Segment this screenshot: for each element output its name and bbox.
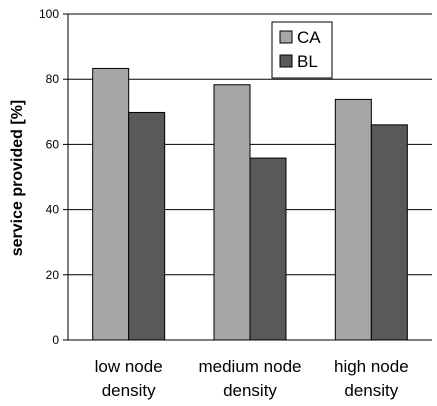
x-category-label: low node [95,357,163,376]
bar-ca-2 [213,84,251,341]
legend: CA BL [271,21,333,79]
bar-ca-1 [92,67,130,341]
x-category-label: density [223,381,277,400]
y-tick-label: 0 [52,333,59,347]
y-tick-label: 100 [39,7,59,21]
y-tick-label: 60 [46,137,60,151]
x-category-label: high node [334,357,409,376]
y-tick-label: 80 [46,72,60,86]
bars [92,67,408,341]
x-category-label: density [344,381,398,400]
x-category-label: density [102,381,156,400]
x-category-labels: low node density medium node density high no… [95,357,409,400]
y-tick-label: 40 [46,203,60,217]
y-tick-label: 20 [46,268,60,282]
legend-label-ca: CA [297,28,321,47]
bar-bl-2 [249,157,287,341]
bar-ca-3 [334,98,372,341]
legend-swatch-bl [279,54,293,68]
legend-swatch-ca [279,30,293,44]
x-category-label: medium node [198,357,301,376]
y-axis-label: service provided [%] [9,100,26,257]
bar-bl-3 [370,124,408,341]
axes [63,13,432,341]
legend-label-bl: BL [297,52,318,71]
bar-bl-1 [128,111,166,341]
y-tick-labels: 0 20 40 60 80 100 [39,7,59,347]
